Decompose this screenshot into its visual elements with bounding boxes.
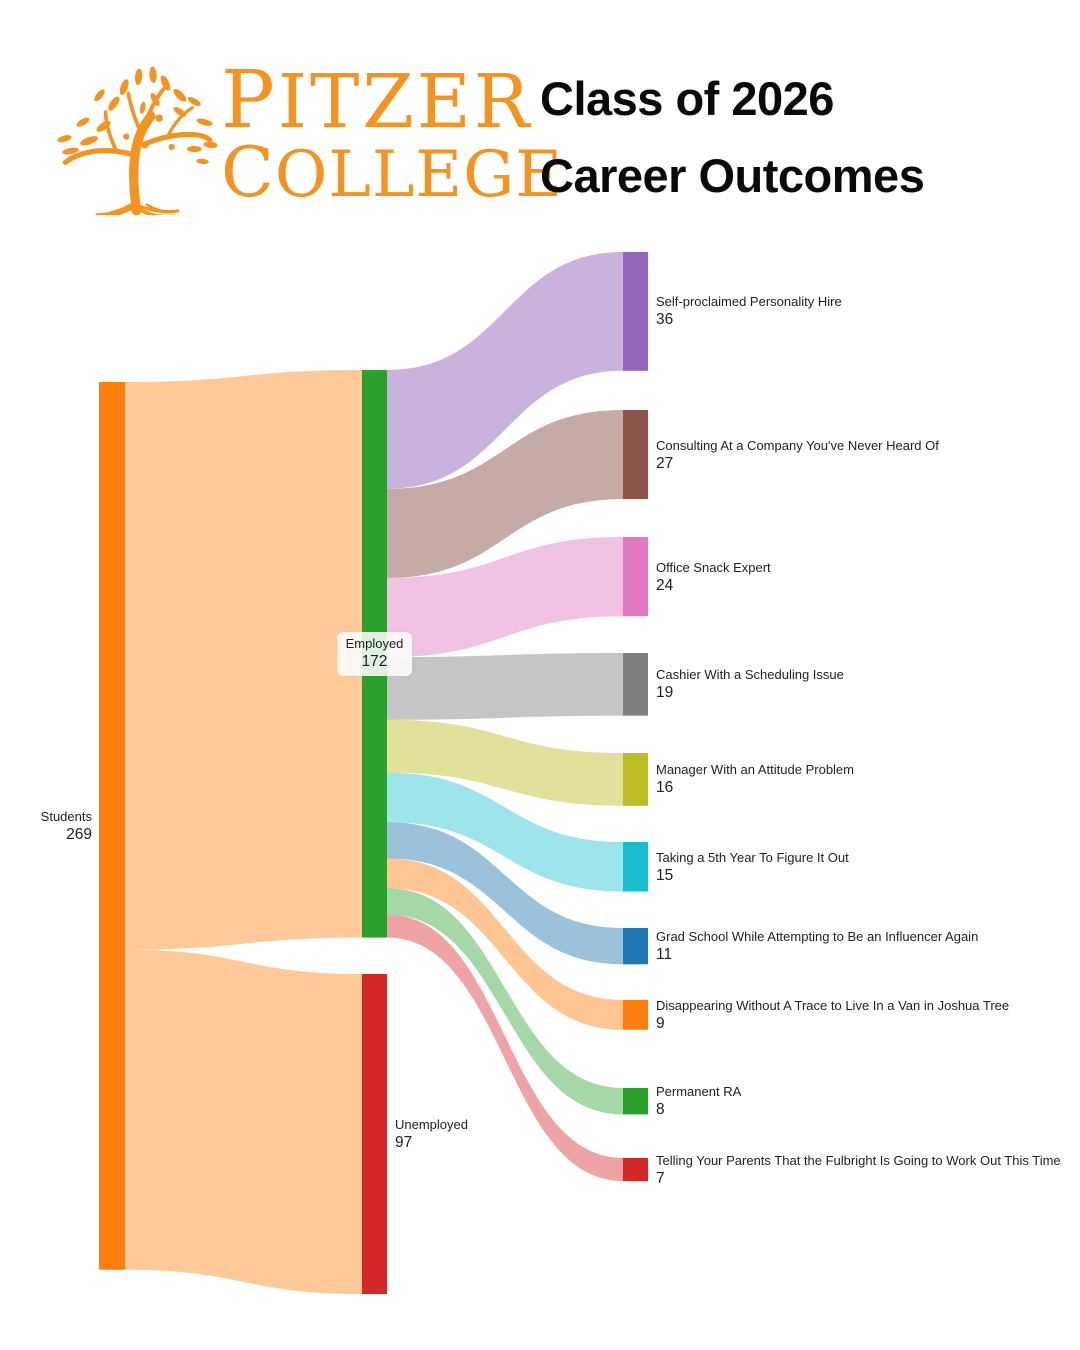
sankey-link-employed-fulbright — [387, 914, 623, 1182]
pitzer-logo-tree-icon — [57, 66, 217, 215]
node-label-ra: Permanent RA 8 — [656, 1083, 741, 1119]
node-label-text: Office Snack Expert — [656, 559, 771, 575]
sankey-link-employed-cashier — [387, 653, 623, 720]
node-label-value: 269 — [66, 825, 92, 843]
sankey-node-snack — [623, 537, 648, 617]
node-label-text: Taking a 5th Year To Figure It Out — [656, 849, 849, 865]
sankey-link-employed-consulting — [387, 410, 623, 578]
sankey-node-fulbright — [623, 1158, 648, 1182]
node-label-text: Permanent RA — [656, 1084, 742, 1100]
sankey-node-consulting — [623, 410, 648, 500]
sankey-node-unemployed — [362, 974, 387, 1295]
node-label-fulbright: Telling Your Parents That the Fulbright … — [656, 1152, 1061, 1188]
sankey-node-gradschool — [623, 928, 648, 965]
sankey-link-students-employed — [125, 370, 362, 950]
node-label-students: Students 269 — [41, 808, 92, 844]
node-label-value: 15 — [656, 866, 674, 884]
node-label-text: Unemployed — [395, 1117, 468, 1133]
node-label-text: Consulting At a Company You've Never Hea… — [656, 437, 939, 453]
node-label-value: 16 — [656, 779, 674, 797]
sankey-node-manager — [623, 753, 648, 806]
sankey-link-employed-personality — [387, 252, 623, 489]
sankey-node-personality — [623, 252, 648, 371]
sankey-link-employed-gradschool — [387, 822, 623, 965]
node-label-snack: Office Snack Expert 24 — [656, 559, 771, 595]
node-label-text: Students — [40, 808, 92, 824]
sankey-link-employed-snack — [387, 537, 623, 658]
node-label-text: Telling Your Parents That the Fulbright … — [656, 1152, 1061, 1168]
sankey-link-students-unemployed — [125, 949, 362, 1295]
sankey-node-ra — [623, 1088, 648, 1115]
node-label-employed: Employed 172 — [336, 631, 413, 676]
node-label-text: Self-proclaimed Personality Hire — [656, 294, 842, 310]
node-label-value: 8 — [656, 1101, 665, 1119]
node-label-value: 97 — [395, 1134, 413, 1152]
node-label-text: Disappearing Without A Trace to Live In … — [656, 997, 1010, 1013]
node-label-value: 11 — [656, 946, 673, 964]
node-label-gradschool: Grad School While Attempting to Be an In… — [656, 928, 978, 964]
sankey-link-employed-vanlife — [387, 858, 623, 1030]
node-label-unemployed: Unemployed 97 — [395, 1116, 468, 1152]
node-label-value: 36 — [656, 311, 674, 329]
title-line-2: Career Outcomes — [540, 149, 925, 202]
logo-line-2: COLLEGE — [221, 133, 563, 213]
node-label-cashier: Cashier With a Scheduling Issue 19 — [656, 666, 844, 702]
title-line-1: Class of 2026 — [540, 72, 834, 125]
sankey-node-students — [99, 382, 125, 1270]
node-label-value: 172 — [361, 652, 388, 670]
node-label-manager: Manager With an Attitude Problem 16 — [656, 761, 854, 797]
node-label-text: Grad School While Attempting to Be an In… — [656, 929, 979, 945]
node-label-value: 19 — [656, 684, 674, 702]
logo-line-1: PITZER — [221, 53, 533, 146]
sankey-link-employed-manager — [387, 719, 623, 806]
sankey-node-fifthyear — [623, 842, 648, 892]
node-label-consulting: Consulting At a Company You've Never Hea… — [656, 437, 939, 473]
node-label-value: 7 — [656, 1169, 665, 1187]
node-label-value: 27 — [656, 454, 674, 472]
page-title: Class of 2026 Career Outcomes — [540, 60, 925, 214]
pitzer-logo-wordmark: PITZER COLLEGE — [221, 53, 563, 213]
node-label-text: Manager With an Attitude Problem — [656, 762, 854, 778]
node-label-text: Employed — [345, 635, 404, 651]
sankey-node-vanlife — [623, 1000, 648, 1030]
sankey-link-employed-fifthyear — [387, 772, 623, 892]
node-label-vanlife: Disappearing Without A Trace to Live In … — [656, 997, 1009, 1033]
node-label-value: 9 — [656, 1014, 665, 1032]
sankey-node-cashier — [623, 653, 648, 716]
node-label-value: 24 — [656, 576, 674, 594]
node-label-personality: Self-proclaimed Personality Hire 36 — [656, 293, 842, 329]
node-label-fifthyear: Taking a 5th Year To Figure It Out 15 — [656, 849, 849, 885]
node-label-text: Cashier With a Scheduling Issue — [656, 667, 844, 683]
sankey-link-employed-ra — [387, 888, 623, 1115]
